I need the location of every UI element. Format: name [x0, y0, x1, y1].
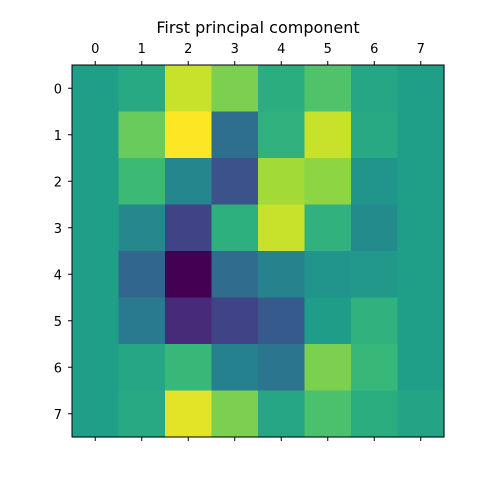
heatmap-cell-r2-c6	[351, 158, 399, 206]
heatmap-cell-r3-c1	[118, 204, 166, 252]
x-tick-label: 1	[138, 42, 146, 57]
heatmap-cell-r2-c3	[211, 158, 259, 206]
heatmap-cell-r7-c1	[118, 390, 166, 438]
heatmap-cell-r4-c3	[211, 251, 259, 299]
heatmap-cell-r6-c6	[351, 344, 399, 392]
heatmap-cell-r7-c7	[397, 390, 445, 438]
heatmap-cell-r2-c7	[397, 158, 445, 206]
heatmap-cell-r3-c5	[304, 204, 352, 252]
heatmap-cell-r7-c6	[351, 390, 399, 438]
heatmap-cell-r4-c1	[118, 251, 166, 299]
y-tick-label: 3	[54, 222, 62, 237]
heatmap-cell-r1-c6	[351, 111, 399, 159]
heatmap-cell-r2-c2	[165, 158, 213, 206]
heatmap-cell-r3-c3	[211, 204, 259, 252]
heatmap-cell-r6-c2	[165, 344, 213, 392]
x-tick-label: 2	[184, 42, 192, 57]
heatmap-cell-r1-c0	[72, 111, 120, 159]
heatmap-cell-r6-c3	[211, 344, 259, 392]
heatmap-cell-r1-c2	[165, 111, 213, 159]
heatmap-cell-r3-c0	[72, 204, 120, 252]
heatmap-cell-r5-c2	[165, 297, 213, 345]
heatmap-cell-r3-c6	[351, 204, 399, 252]
heatmap-cell-r0-c5	[304, 65, 352, 113]
heatmap-cell-r5-c0	[72, 297, 120, 345]
x-tick-label: 7	[417, 42, 425, 57]
chart-title: First principal component	[156, 18, 359, 37]
heatmap-cell-r7-c5	[304, 390, 352, 438]
y-tick-label: 4	[54, 268, 62, 283]
x-axis: 0 1 2 3 4 5 6 7	[91, 42, 425, 441]
heatmap-cell-r5-c6	[351, 297, 399, 345]
heatmap-cell-r1-c4	[258, 111, 306, 159]
x-tick-label: 6	[370, 42, 378, 57]
heatmap-cell-r6-c1	[118, 344, 166, 392]
heatmap-cell-r5-c7	[397, 297, 445, 345]
x-tick-label: 0	[91, 42, 99, 57]
y-tick-label: 6	[54, 361, 62, 376]
heatmap-cell-r3-c7	[397, 204, 445, 252]
x-tick-label: 3	[231, 42, 239, 57]
y-tick-label: 5	[54, 315, 62, 330]
heatmap-cell-r4-c7	[397, 251, 445, 299]
heatmap-cell-r2-c4	[258, 158, 306, 206]
y-tick-label: 1	[54, 129, 62, 144]
heatmap-cell-r1-c3	[211, 111, 259, 159]
y-axis: 0 1 2 3 4 5 6 7	[54, 82, 72, 423]
plot-frame	[71, 64, 445, 438]
heatmap-cell-r2-c1	[118, 158, 166, 206]
heatmap-cell-r1-c7	[397, 111, 445, 159]
y-tick-label: 2	[54, 175, 62, 190]
heatmap-cell-r4-c5	[304, 251, 352, 299]
heatmap-cell-r7-c0	[72, 390, 120, 438]
heatmap-cell-r0-c4	[258, 65, 306, 113]
heatmap-cell-r1-c1	[118, 111, 166, 159]
heatmap-cells	[72, 65, 445, 438]
heatmap-cell-r0-c1	[118, 65, 166, 113]
heatmap-cell-r4-c2	[165, 251, 213, 299]
x-tick-label: 5	[324, 42, 332, 57]
heatmap-cell-r0-c3	[211, 65, 259, 113]
heatmap-cell-r1-c5	[304, 111, 352, 159]
heatmap-cell-r0-c7	[397, 65, 445, 113]
heatmap-cell-r0-c0	[72, 65, 120, 113]
heatmap-cell-r5-c1	[118, 297, 166, 345]
heatmap-cell-r7-c4	[258, 390, 306, 438]
heatmap-cell-r6-c4	[258, 344, 306, 392]
heatmap-cell-r6-c5	[304, 344, 352, 392]
heatmap-cell-r3-c2	[165, 204, 213, 252]
heatmap-cell-r2-c0	[72, 158, 120, 206]
heatmap-cell-r4-c0	[72, 251, 120, 299]
heatmap-cell-r2-c5	[304, 158, 352, 206]
heatmap-cell-r3-c4	[258, 204, 306, 252]
y-tick-label: 7	[54, 408, 62, 423]
heatmap-cell-r4-c4	[258, 251, 306, 299]
x-tick-label: 4	[277, 42, 285, 57]
heatmap-cell-r6-c0	[72, 344, 120, 392]
heatmap-cell-r0-c2	[165, 65, 213, 113]
heatmap-cell-r0-c6	[351, 65, 399, 113]
heatmap-cell-r6-c7	[397, 344, 445, 392]
heatmap-cell-r7-c3	[211, 390, 259, 438]
y-tick-label: 0	[54, 82, 62, 97]
heatmap-cell-r7-c2	[165, 390, 213, 438]
heatmap-cell-r5-c5	[304, 297, 352, 345]
heatmap-cell-r4-c6	[351, 251, 399, 299]
heatmap-cell-r5-c3	[211, 297, 259, 345]
heatmap-cell-r5-c4	[258, 297, 306, 345]
